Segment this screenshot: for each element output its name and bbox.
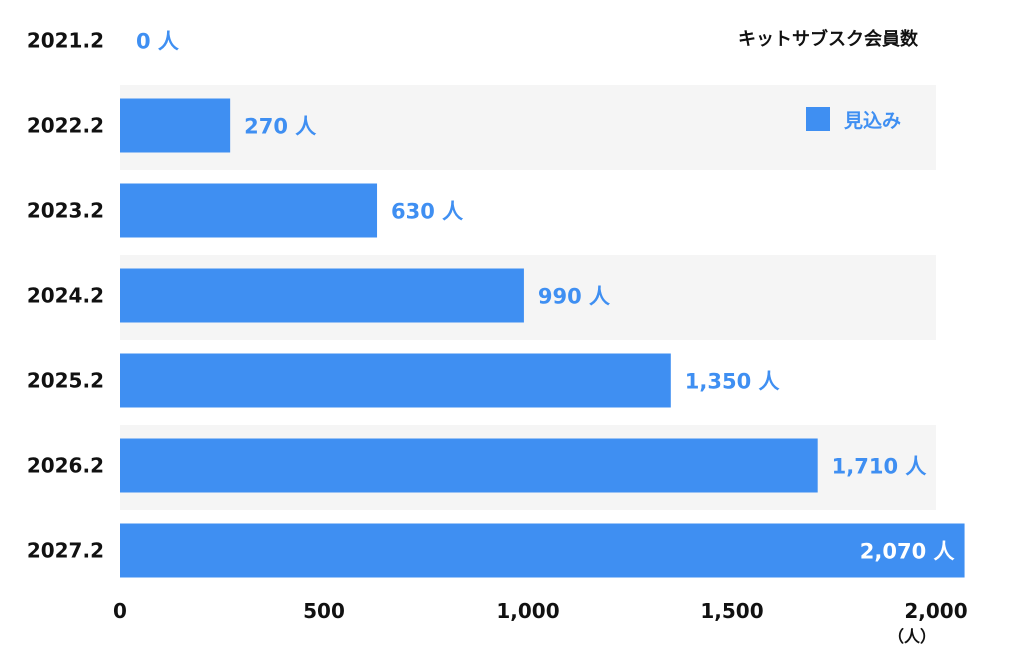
- bar: [120, 268, 524, 323]
- bar: [120, 183, 378, 238]
- category-label: 2027.2: [27, 539, 104, 563]
- value-label: 0 人: [136, 30, 179, 54]
- x-tick-label: 0: [113, 599, 127, 623]
- x-tick-label: 2,000: [904, 599, 967, 623]
- x-axis-unit: （人）: [888, 627, 936, 646]
- value-label: 1,710 人: [832, 455, 927, 479]
- value-label: 630 人: [391, 200, 463, 224]
- chart-title: キットサブスク会員数: [738, 28, 919, 50]
- category-label: 2022.2: [27, 114, 104, 138]
- category-label: 2023.2: [27, 199, 104, 223]
- bar: [120, 98, 231, 153]
- category-label: 2024.2: [27, 284, 104, 308]
- category-labels: 2021.2 2022.2 2023.2 2024.2 2025.2 2026.2 2027…: [27, 29, 104, 563]
- value-label: 270 人: [244, 115, 316, 139]
- x-tick-label: 1,500: [700, 599, 763, 623]
- value-labels: 0 人 270 人 630 人 990 人 1,350 人 1,710 人 2,070 人: [136, 30, 955, 564]
- row-band: [120, 85, 936, 170]
- bar: [120, 438, 818, 493]
- x-axis-ticks: 0 500 1,000 1,500 2,000: [113, 599, 968, 623]
- category-label: 2026.2: [27, 454, 104, 478]
- category-label: 2025.2: [27, 369, 104, 393]
- value-label: 2,070 人: [860, 540, 955, 564]
- x-tick-label: 500: [303, 599, 345, 623]
- value-label: 990 人: [538, 285, 610, 309]
- legend-label-forecast: 見込み: [844, 110, 901, 132]
- legend-swatch: [806, 107, 830, 131]
- legend: 見込み: [806, 107, 901, 132]
- bars: [120, 98, 965, 578]
- value-label: 1,350 人: [685, 370, 780, 394]
- bar: [120, 523, 965, 578]
- category-label: 2021.2: [27, 29, 104, 53]
- bar: [120, 353, 671, 408]
- x-tick-label: 1,000: [496, 599, 559, 623]
